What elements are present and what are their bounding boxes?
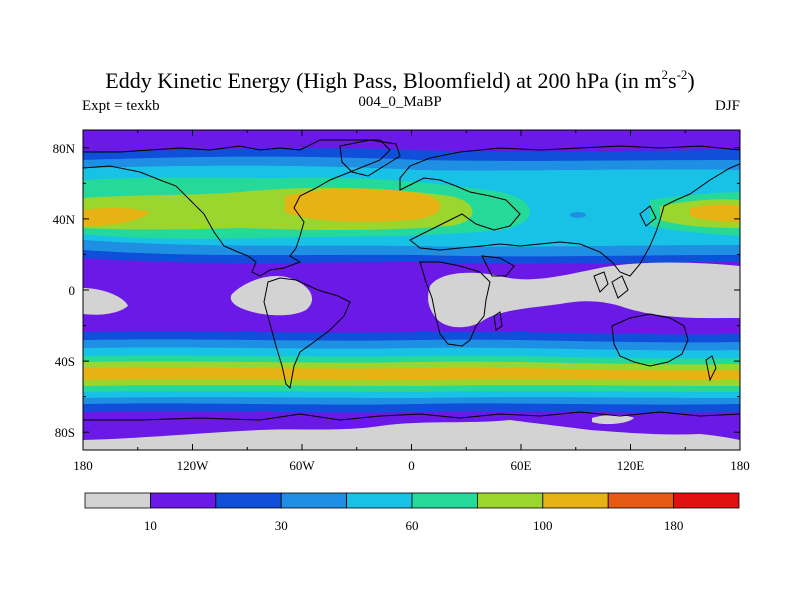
coastline-new-zealand	[705, 355, 717, 382]
coastline-north-america	[83, 139, 391, 277]
colorbar-swatch	[149, 492, 217, 509]
coastlines	[83, 139, 740, 421]
nh-small-blue-spot	[570, 212, 586, 218]
coastline-africa	[419, 261, 491, 347]
sh-violet-band	[83, 411, 740, 434]
colorbar-swatch	[84, 492, 151, 509]
colorbar-label: 30	[275, 518, 288, 533]
lat-tick-label: 40N	[53, 212, 76, 227]
experiment-label: Expt = texkb	[82, 98, 160, 114]
colorbar-swatch	[411, 492, 478, 509]
nh-orange-jet-west	[83, 207, 150, 226]
colorbar-swatch	[280, 492, 348, 509]
run-label: 004_0_MaBP	[358, 94, 442, 110]
lat-tick-label: 0	[69, 283, 76, 298]
coastline-antarctica	[83, 411, 740, 421]
latitude-axis: 80N 40N 0 40S 80S	[53, 141, 740, 440]
lat-tick-label: 80S	[55, 425, 75, 440]
map-title: Eddy Kinetic Energy (High Pass, Bloomfie…	[105, 67, 695, 93]
sh-orange-jet	[83, 367, 740, 380]
lon-tick-label: 60W	[289, 458, 315, 473]
coastline-arabia	[481, 255, 515, 277]
lon-tick-label: 180	[730, 458, 750, 473]
colorbar-label: 100	[533, 518, 553, 533]
lat-tick-label: 40S	[55, 354, 75, 369]
coastline-madagascar	[493, 311, 503, 331]
colorbar-swatch	[215, 492, 282, 509]
colorbar-labels: 10 30 60 100 180	[144, 518, 683, 533]
nh-orange-jet-pacific	[690, 204, 740, 222]
lon-tick-label: 60E	[511, 458, 532, 473]
coastline-japan	[639, 205, 657, 227]
antarctic-gray-island	[592, 415, 634, 425]
lat-tick-label: 80N	[53, 141, 76, 156]
colorbar-label: 60	[406, 518, 419, 533]
colorbar-swatch	[607, 492, 675, 509]
antarctic-gray	[83, 420, 740, 450]
coastline-greenland	[339, 139, 401, 177]
colorbar-swatch	[346, 492, 413, 509]
lon-tick-label: 0	[408, 458, 415, 473]
lon-tick-label: 180	[73, 458, 93, 473]
coastline-indonesia	[593, 271, 629, 299]
longitude-axis: 180 120W 60W 0 60E 120E 180	[73, 130, 750, 473]
colorbar-swatch	[476, 492, 544, 509]
colorbar-label: 10	[144, 518, 157, 533]
colorbar-swatch	[673, 492, 740, 509]
colorbar-label: 180	[664, 518, 684, 533]
eq-gray-east-pacific	[83, 288, 128, 315]
coastline-eurasia	[399, 145, 740, 277]
colorbar	[84, 492, 740, 509]
colorbar-swatch	[542, 492, 609, 509]
eq-gray-south-america	[230, 275, 313, 316]
coastline-australia	[611, 313, 689, 367]
lon-tick-label: 120E	[617, 458, 645, 473]
nh-orange-jet-atlantic	[285, 188, 441, 222]
eq-gray-africa-indian	[428, 262, 740, 328]
contour-field	[83, 130, 740, 450]
season-label: DJF	[714, 98, 740, 114]
coastline-south-america	[263, 277, 351, 390]
lon-tick-label: 120W	[177, 458, 210, 473]
